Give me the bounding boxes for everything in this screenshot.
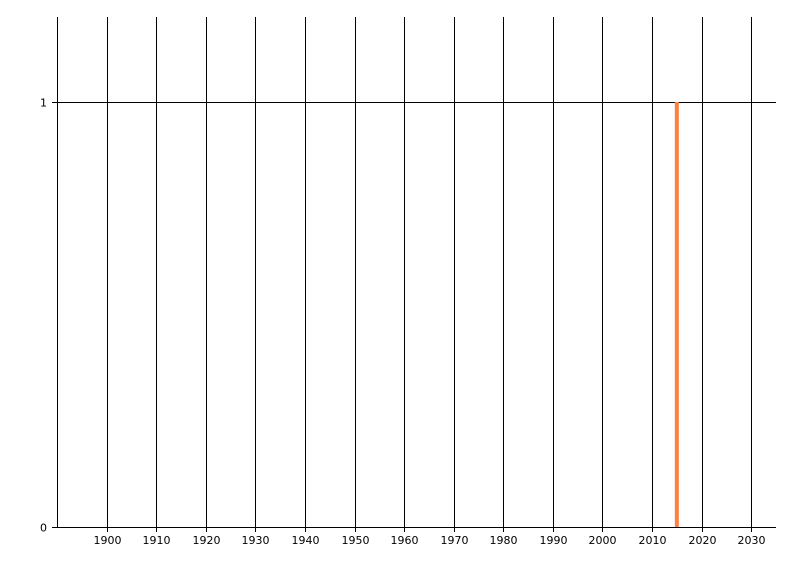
x-tick-label: 1980 — [490, 534, 518, 547]
x-tick-label: 1990 — [540, 534, 568, 547]
x-tick-label: 2000 — [589, 534, 617, 547]
axes — [57, 17, 776, 528]
y-tick-label: 1 — [40, 97, 47, 110]
x-tick-label: 1920 — [193, 534, 221, 547]
grid — [52, 17, 776, 532]
x-tick-label: 1950 — [342, 534, 370, 547]
bars — [674, 102, 679, 527]
x-tick-label: 1910 — [143, 534, 171, 547]
bar — [674, 102, 679, 527]
tick-labels: 1900 1910 1920 1930 1940 1950 1960 1970 1980 1990… — [40, 97, 766, 548]
y-tick-label: 0 — [40, 522, 47, 535]
x-tick-label: 1960 — [391, 534, 419, 547]
x-tick-label: 2010 — [639, 534, 667, 547]
x-tick-label: 1940 — [292, 534, 320, 547]
x-tick-label: 2020 — [689, 534, 717, 547]
x-tick-label: 1930 — [242, 534, 270, 547]
x-tick-label: 1900 — [94, 534, 122, 547]
x-tick-label: 2030 — [738, 534, 766, 547]
x-tick-label: 1970 — [441, 534, 469, 547]
